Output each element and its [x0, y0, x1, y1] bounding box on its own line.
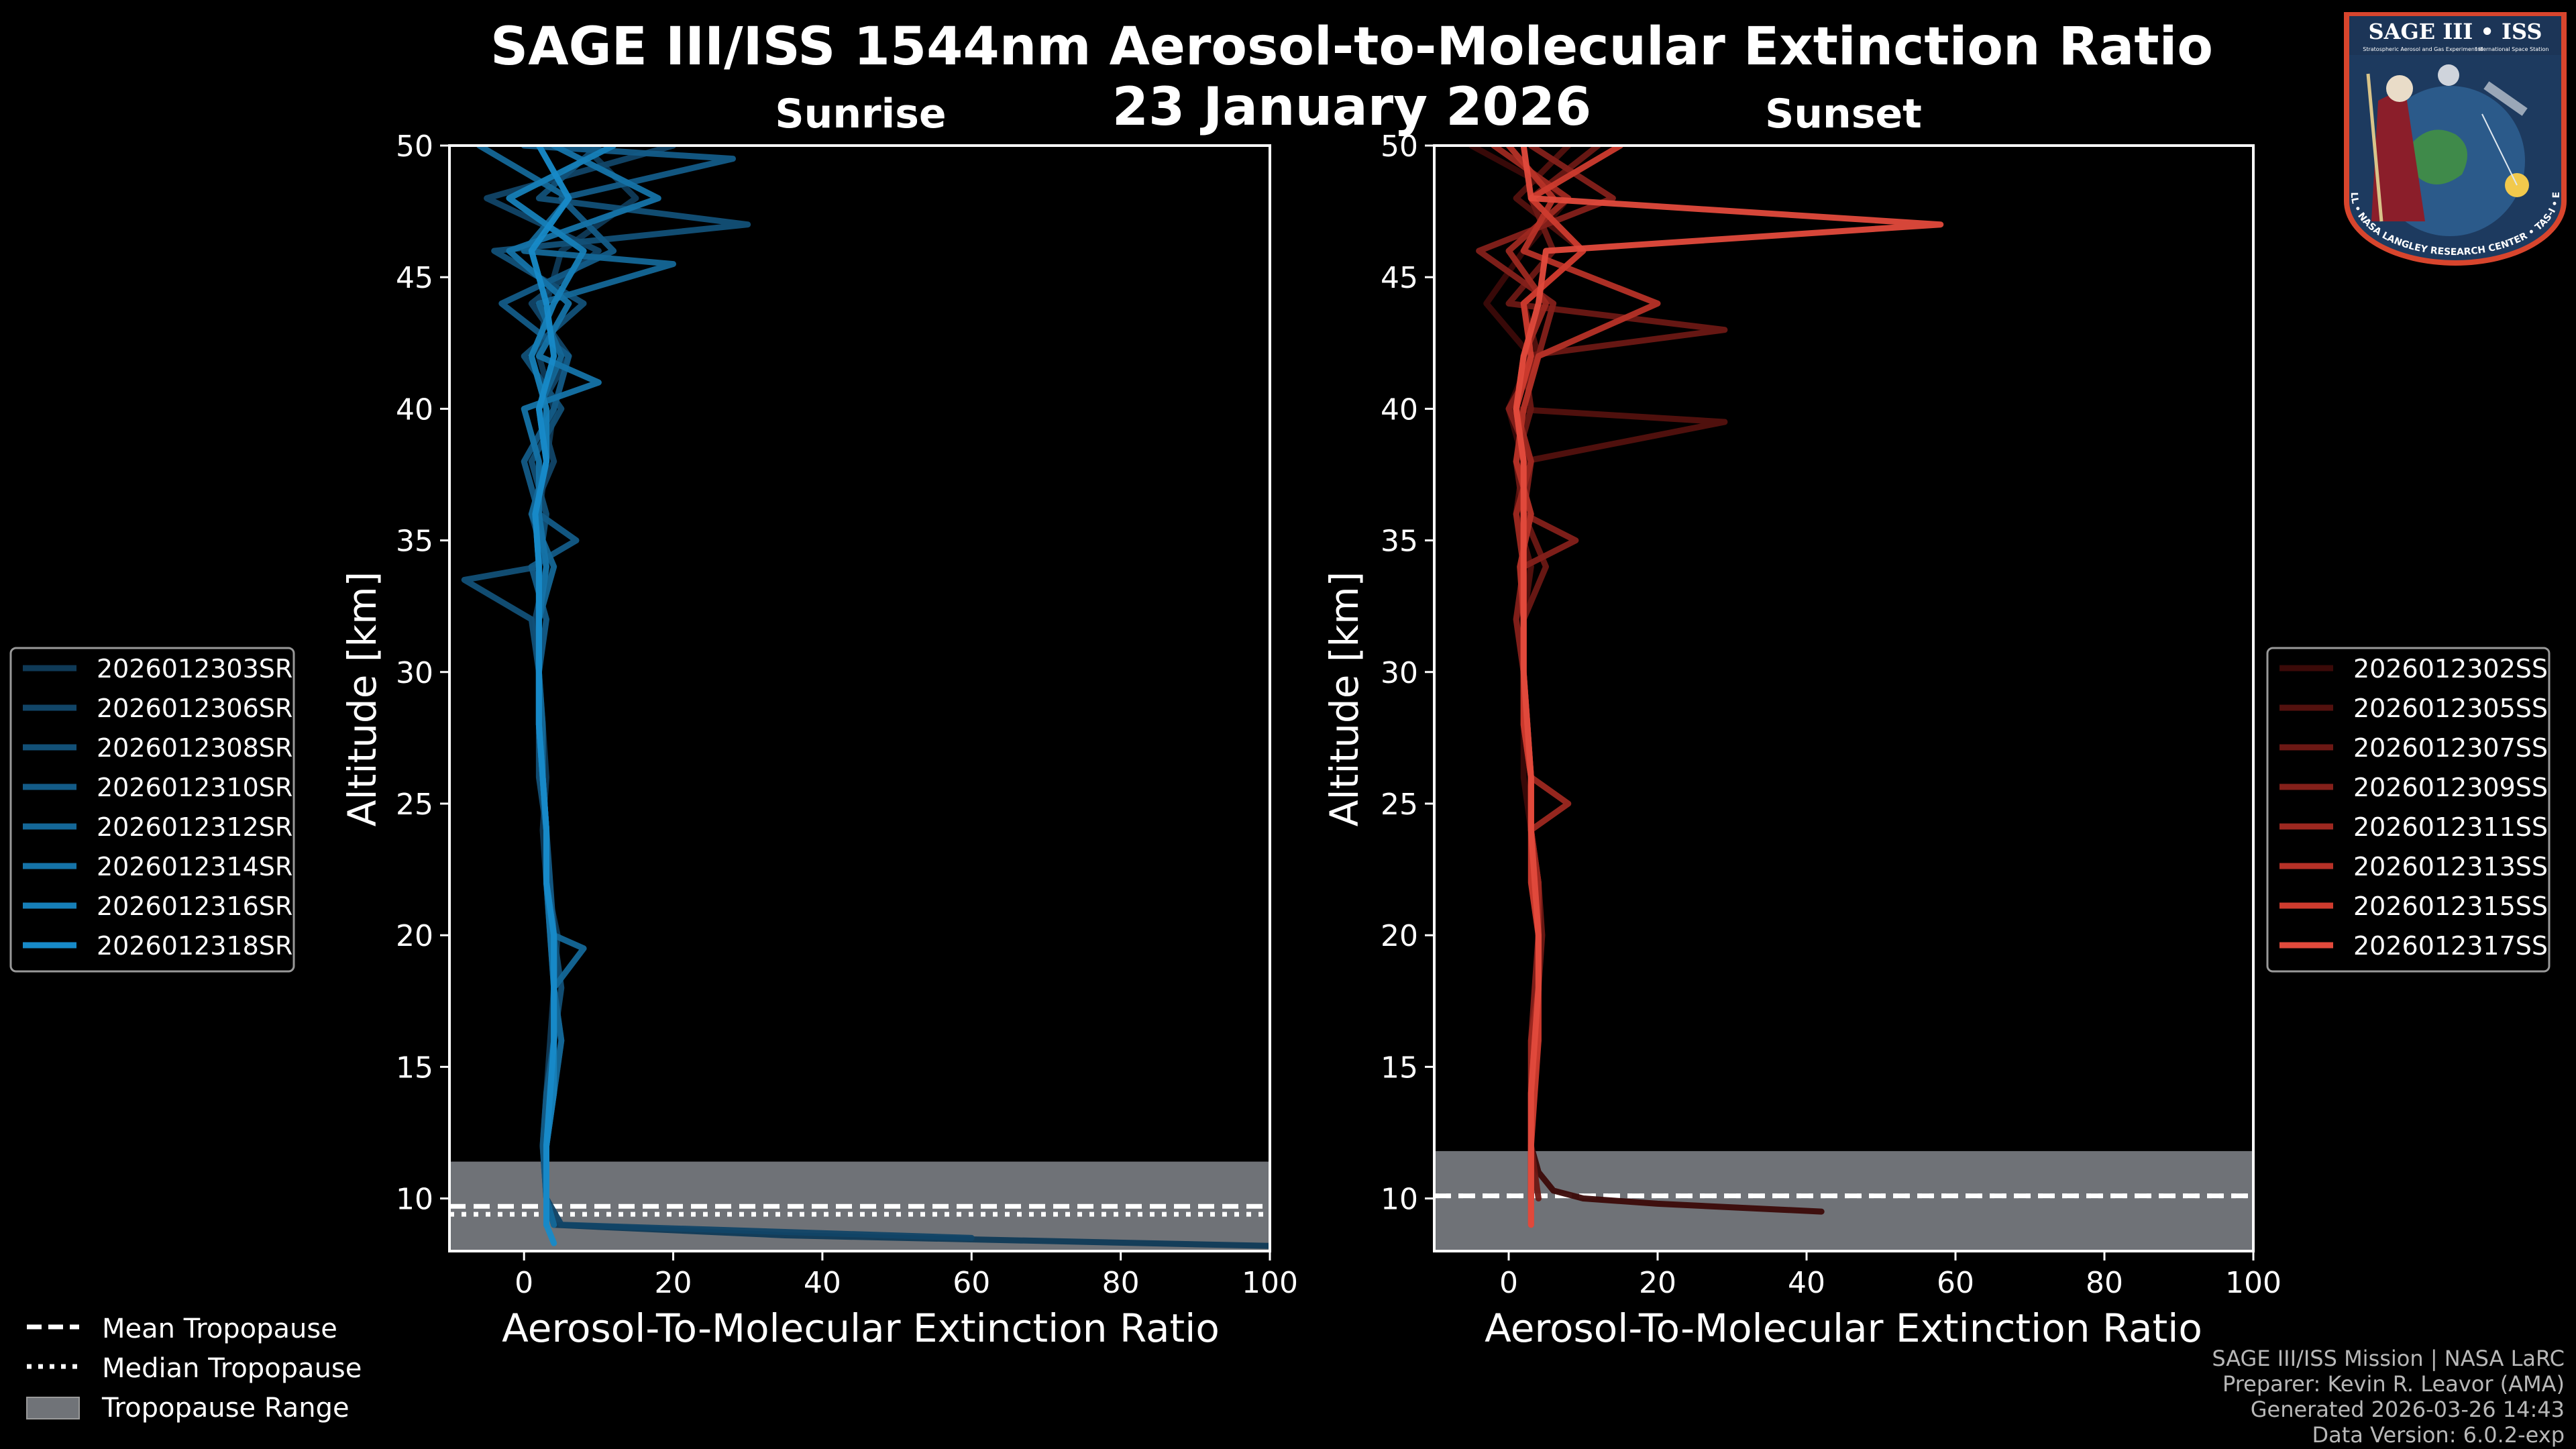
credit-preparer: Preparer: Kevin R. Leavor (AMA) — [2222, 1371, 2565, 1397]
sunset-plot-frame — [1433, 144, 2255, 1252]
sunrise-y-tick-label: 15 — [396, 1051, 433, 1085]
sunset-x-tick-label: 80 — [2086, 1266, 2123, 1300]
sunrise-legend-label: 2026012306SR — [97, 694, 292, 723]
sunset-series-2026012317SS — [1513, 146, 1944, 1228]
sunset-panel-title: Sunset — [1765, 91, 1922, 138]
sunrise-x-tick-label: 40 — [804, 1266, 841, 1300]
patch-subtitle-right: International Space Station — [2476, 46, 2549, 52]
sunset-x-tick-label: 40 — [1788, 1266, 1825, 1300]
credit-generated: Generated 2026-03-26 14:43 — [2251, 1397, 2565, 1422]
sunset-x-ticks: 0 20 40 60 80 100 — [1499, 1251, 2282, 1300]
patch-title: SAGE III • ISS — [2369, 19, 2542, 44]
sunrise-legend-frame — [9, 647, 295, 973]
sunset-y-tick-label: 10 — [1381, 1183, 1418, 1217]
sunrise-y-tick-label: 30 — [396, 656, 433, 690]
moon-icon — [2438, 64, 2459, 86]
sunrise-profile-lines — [461, 146, 1270, 1249]
sunset-legend-label: 2026012317SS — [2353, 931, 2548, 961]
sunrise-y-tick-label: 35 — [396, 525, 433, 559]
sunrise-plot-frame — [448, 144, 1271, 1252]
sunrise-x-tick-label: 60 — [953, 1266, 990, 1300]
sunrise-legend-label: 2026012308SR — [97, 733, 292, 763]
sunrise-legend-label: 2026012316SR — [97, 892, 292, 921]
sunrise-y-tick-label: 40 — [396, 392, 433, 427]
sunrise-legend-label: 2026012303SR — [97, 654, 292, 684]
sunset-legend-label: 2026012307SS — [2353, 733, 2548, 763]
sunset-profile-lines — [1468, 146, 1944, 1228]
sunset-x-tick-label: 20 — [1639, 1266, 1676, 1300]
sunset-legend-label: 2026012311SS — [2353, 812, 2548, 842]
sunrise-y-tick-label: 50 — [396, 129, 433, 164]
sunset-legend-label: 2026012315SS — [2353, 892, 2548, 921]
tropopause-range-swatch — [26, 1397, 80, 1419]
sunset-legend-label: 2026012305SS — [2353, 694, 2548, 723]
sunrise-panel-title: Sunrise — [775, 91, 946, 138]
sunset-y-tick-label: 15 — [1381, 1051, 1418, 1085]
sunrise-y-tick-label: 45 — [396, 261, 433, 295]
sunrise-y-tick-label: 10 — [396, 1183, 433, 1217]
sunset-y-axis-label: Altitude [km] — [1322, 572, 1367, 826]
sunset-x-axis-label: Aerosol-To-Molecular Extinction Ratio — [1485, 1305, 2202, 1351]
figure-head — [2386, 75, 2413, 102]
sunset-tropopause-range — [1434, 1150, 2253, 1251]
sunset-legend-label: 2026012309SS — [2353, 773, 2548, 802]
mean-tropopause-label: Mean Tropopause — [102, 1313, 337, 1344]
sunrise-x-tick-label: 100 — [1242, 1266, 1298, 1300]
sunrise-legend-label: 2026012312SR — [97, 812, 292, 842]
sunrise-plot-background — [449, 146, 1270, 1251]
sunrise-series-2026012318SR — [528, 146, 572, 1246]
sunrise-plot: 0 20 40 60 80 100 10 15 20 25 30 35 40 45 50 Aerosol-… — [339, 129, 1298, 1351]
credit-mission: SAGE III/ISS Mission | NASA LaRC — [2212, 1346, 2565, 1371]
sunset-legend: 2026012302SS 2026012305SS 2026012307SS 2026… — [2266, 647, 2551, 973]
iss-icon — [2483, 81, 2528, 116]
sunset-y-tick-label: 30 — [1381, 656, 1418, 690]
sunrise-x-ticks: 0 20 40 60 80 100 — [515, 1251, 1298, 1300]
sunset-y-ticks: 10 15 20 25 30 35 40 45 50 — [1381, 129, 1434, 1217]
sunset-x-tick-label: 60 — [1937, 1266, 1974, 1300]
sunset-x-tick-label: 100 — [2225, 1266, 2282, 1300]
sunset-y-tick-label: 40 — [1381, 392, 1418, 427]
sunrise-y-ticks: 10 15 20 25 30 35 40 45 50 — [396, 129, 449, 1217]
sunset-y-tick-label: 45 — [1381, 261, 1418, 295]
sunset-y-tick-label: 25 — [1381, 788, 1418, 822]
sunrise-y-axis-label: Altitude [km] — [339, 572, 385, 826]
sunrise-legend-label: 2026012318SR — [97, 931, 292, 961]
sunset-x-tick-label: 0 — [1499, 1266, 1518, 1300]
median-tropopause-label: Median Tropopause — [102, 1353, 362, 1384]
sunrise-y-tick-label: 25 — [396, 788, 433, 822]
credits-block: SAGE III/ISS Mission | NASA LaRC Prepare… — [2212, 1346, 2565, 1448]
patch-subtitle-left: Stratospheric Aerosol and Gas Experiment… — [2363, 46, 2483, 52]
tropopause-legend: Mean Tropopause Median Tropopause Tropop… — [26, 1313, 362, 1424]
sunset-legend-label: 2026012313SS — [2353, 852, 2548, 881]
figure-date: 23 January 2026 — [1112, 77, 1592, 138]
sunrise-x-tick-label: 80 — [1102, 1266, 1140, 1300]
figure-title: SAGE III/ISS 1544nm Aerosol-to-Molecular… — [490, 17, 2213, 77]
sunset-tropopause-layer — [1434, 1150, 2253, 1251]
sunset-y-tick-label: 50 — [1381, 129, 1418, 164]
sunset-plot: 0 20 40 60 80 100 10 15 20 25 30 35 40 45 50 Aerosol-… — [1322, 129, 2282, 1351]
sunrise-legend-label: 2026012310SR — [97, 773, 292, 802]
sunrise-legend: 2026012303SR 2026012306SR 2026012308SR 2026… — [9, 647, 295, 973]
sunrise-legend-label: 2026012314SR — [97, 852, 292, 881]
sunset-legend-label: 2026012302SS — [2353, 654, 2548, 684]
sunrise-x-tick-label: 20 — [655, 1266, 692, 1300]
sunrise-x-axis-label: Aerosol-To-Molecular Extinction Ratio — [502, 1305, 1220, 1351]
sunset-y-tick-label: 35 — [1381, 525, 1418, 559]
sunset-y-tick-label: 20 — [1381, 919, 1418, 953]
sunrise-x-tick-label: 0 — [515, 1266, 533, 1300]
figure-robe — [2371, 87, 2425, 221]
sunset-plot-background — [1434, 146, 2253, 1251]
tropopause-range-label: Tropopause Range — [101, 1393, 350, 1424]
sunset-legend-frame — [2266, 647, 2551, 973]
sunrise-y-tick-label: 20 — [396, 919, 433, 953]
credit-data-version: Data Version: 6.0.2-exp — [2312, 1422, 2565, 1448]
